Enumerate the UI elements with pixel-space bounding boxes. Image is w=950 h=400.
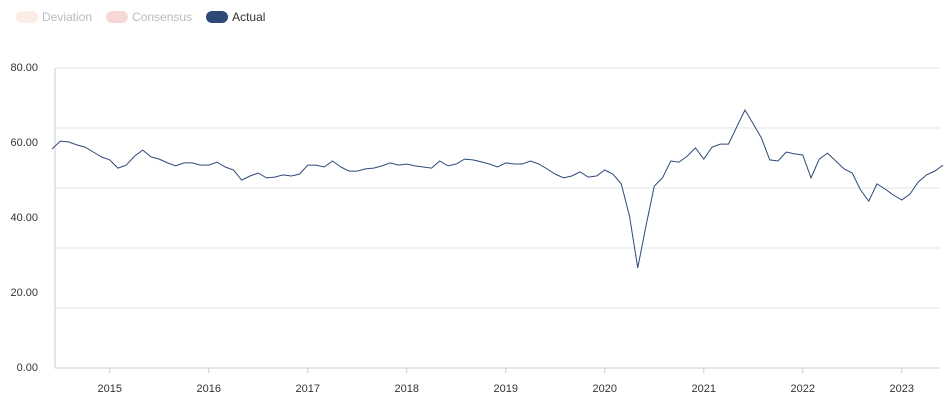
y-tick-label: 80.00 bbox=[10, 62, 38, 74]
x-tick-label: 2017 bbox=[296, 383, 320, 395]
x-tick-label: 2018 bbox=[395, 383, 419, 395]
legend-item[interactable]: Actual bbox=[206, 10, 265, 24]
data-line bbox=[51, 108, 944, 268]
legend-label: Consensus bbox=[132, 10, 193, 24]
y-tick-label: 60.00 bbox=[10, 137, 38, 149]
legend-swatch bbox=[206, 11, 229, 23]
x-tick-label: 2019 bbox=[494, 383, 518, 395]
legend-item[interactable]: Consensus bbox=[106, 10, 192, 24]
x-tick-label: 2020 bbox=[593, 383, 617, 395]
y-tick-label: 40.00 bbox=[10, 212, 38, 224]
x-tick-label: 2022 bbox=[791, 383, 815, 395]
legend-swatch bbox=[16, 11, 38, 23]
legend-item[interactable]: Deviation bbox=[16, 10, 92, 24]
x-tick-label: 2015 bbox=[98, 383, 122, 395]
y-tick-label: 0.00 bbox=[17, 362, 38, 374]
x-tick-label: 2021 bbox=[692, 383, 716, 395]
legend: Deviation Consensus Actual bbox=[16, 10, 265, 24]
x-tick-label: 2023 bbox=[890, 383, 914, 395]
legend-label: Deviation bbox=[42, 10, 93, 24]
x-tick-label: 2016 bbox=[197, 383, 221, 395]
legend-swatch bbox=[106, 11, 129, 23]
y-tick-label: 20.00 bbox=[10, 287, 38, 299]
legend-label: Actual bbox=[232, 10, 266, 24]
